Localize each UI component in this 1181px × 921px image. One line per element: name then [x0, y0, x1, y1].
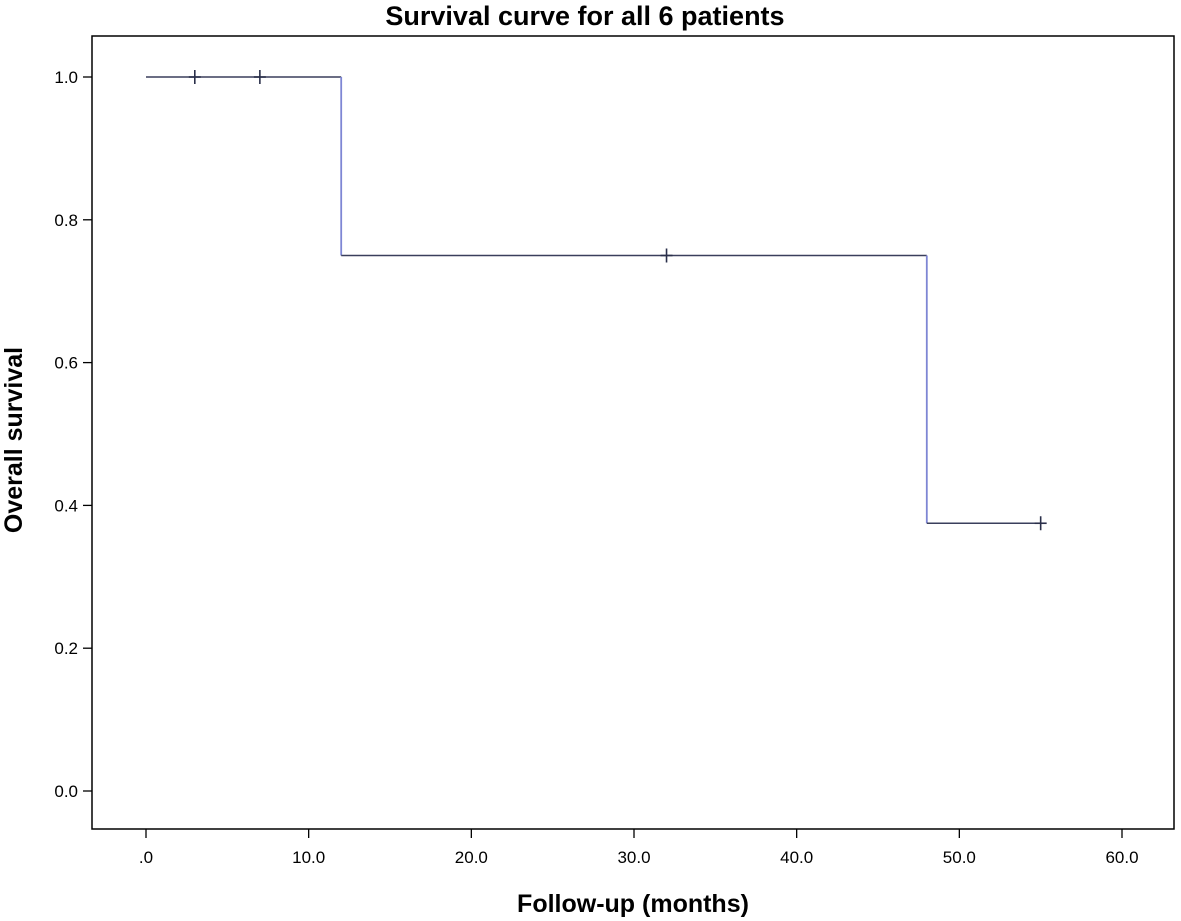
- x-tick-label: 60.0: [1105, 848, 1138, 867]
- censor-mark: [188, 70, 201, 84]
- y-tick-label: 0.8: [54, 211, 78, 230]
- x-tick-label: 10.0: [292, 848, 325, 867]
- x-tick-label: 50.0: [943, 848, 976, 867]
- y-axis-label: Overall survival: [0, 347, 28, 533]
- x-axis-label: Follow-up (months): [517, 890, 749, 918]
- x-tick-label: .0: [139, 848, 153, 867]
- censor-mark: [253, 70, 266, 84]
- censor-mark: [660, 248, 673, 263]
- y-tick-label: 0.4: [54, 496, 78, 515]
- x-tick-label: 30.0: [617, 848, 650, 867]
- y-tick-label: 1.0: [54, 68, 78, 87]
- y-tick-label: 0.0: [54, 782, 78, 801]
- chart-title: Survival curve for all 6 patients: [385, 1, 784, 31]
- x-tick-label: 40.0: [780, 848, 813, 867]
- censor-mark: [1034, 516, 1047, 531]
- censor-marks: [188, 70, 1047, 531]
- plot-frame: [91, 35, 1175, 830]
- series-layer: [146, 76, 1041, 525]
- y-axis: 0.0 0.2 0.4 0.6 0.8 1.0: [54, 68, 92, 801]
- y-tick-label: 0.6: [54, 354, 78, 373]
- x-tick-label: 20.0: [455, 848, 488, 867]
- y-tick-label: 0.2: [54, 639, 78, 658]
- x-axis: .0 10.0 20.0 30.0 40.0 50.0 60.0: [139, 829, 1139, 867]
